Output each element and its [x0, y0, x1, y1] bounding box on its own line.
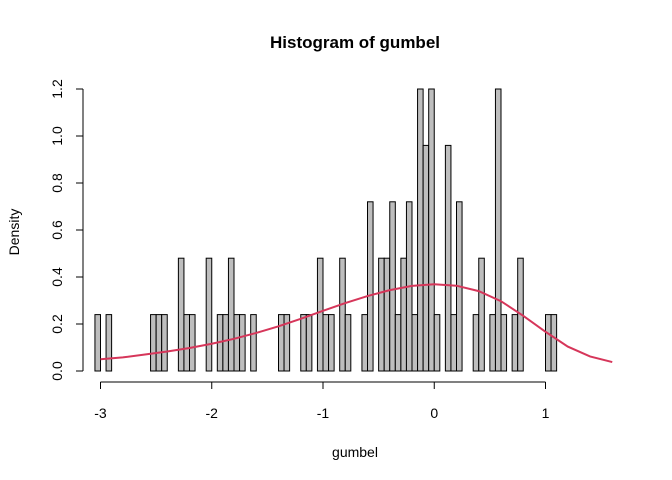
x-tick-label: -1: [317, 405, 330, 421]
histogram-bar: [239, 314, 246, 372]
histogram-bar: [400, 257, 407, 372]
histogram-bar: [300, 314, 307, 372]
histogram-bar: [233, 314, 241, 372]
y-axis-label: Density: [6, 209, 22, 256]
histogram-bar: [328, 314, 335, 372]
histogram-bar: [150, 314, 157, 372]
y-axis: 0.0 0.2 0.4 0.6 0.8 1.0 1.2: [49, 79, 84, 381]
x-axis: -3 -2 -1 0 1: [94, 381, 550, 421]
histogram-bar: [411, 314, 419, 372]
histogram-bar: [478, 257, 485, 372]
histogram-bar: [428, 88, 435, 372]
density-curve: [100, 283, 613, 364]
histogram-bar: [450, 314, 458, 372]
histogram-bar: [422, 144, 430, 372]
histogram-bar: [105, 314, 113, 372]
histogram-bar: [361, 314, 369, 372]
histogram-bar: [161, 314, 168, 372]
histogram-bar: [283, 314, 291, 372]
histogram-bar: [394, 314, 402, 372]
histogram-bar: [155, 314, 163, 372]
x-tick-label: -3: [94, 405, 107, 421]
y-tick-label: 0.8: [49, 173, 65, 193]
histogram-bar: [444, 144, 452, 372]
histogram-bar: [472, 314, 480, 372]
histogram-bar: [305, 314, 313, 372]
histogram-bar: [417, 88, 424, 372]
histogram-bar: [94, 314, 102, 372]
histogram-bar: [250, 314, 257, 372]
histogram-bar: [378, 257, 385, 372]
histogram-bar: [278, 314, 285, 372]
histogram-bar: [433, 314, 441, 372]
y-tick-label: 0.6: [49, 220, 65, 240]
histogram-bar: [545, 314, 552, 372]
histogram-bar: [511, 314, 519, 372]
histogram-bar: [339, 257, 346, 372]
histogram-bar: [205, 257, 213, 372]
histogram-bar: [500, 314, 508, 372]
histogram-bar: [222, 314, 229, 372]
histogram-bar: [322, 314, 330, 372]
histogram-bar: [183, 314, 191, 372]
x-tick-label: 1: [542, 405, 550, 421]
histogram-bar: [494, 88, 502, 372]
histogram-bar: [227, 257, 235, 372]
x-tick-label: -2: [206, 405, 219, 421]
histogram-bar: [550, 314, 558, 372]
y-tick-label: 0.4: [49, 267, 65, 287]
histogram-bar: [344, 314, 352, 372]
histogram-bar: [389, 201, 396, 372]
histogram-bars: [94, 88, 558, 372]
chart-title: Histogram of gumbel: [270, 33, 440, 52]
y-tick-label: 1.0: [49, 126, 65, 146]
histogram-bar: [489, 314, 496, 372]
histogram-bar: [177, 257, 185, 372]
x-tick-label: 0: [430, 405, 438, 421]
histogram-bar: [383, 257, 391, 372]
histogram-bar: [316, 257, 324, 372]
x-axis-label: gumbel: [332, 444, 378, 460]
y-tick-label: 1.2: [49, 79, 65, 99]
histogram-bar: [189, 314, 196, 372]
y-tick-label: 0.0: [49, 361, 65, 381]
y-tick-label: 0.2: [49, 314, 65, 334]
histogram-bar: [367, 201, 374, 372]
